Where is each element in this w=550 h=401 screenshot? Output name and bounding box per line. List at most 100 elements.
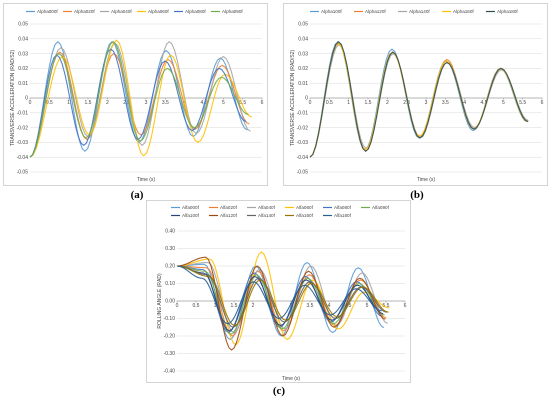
chart-c-svg: 0.40 0.30 0.20 0.10 0.00 -0.10 -0.20 -0.30 -0.40…	[157, 205, 407, 382]
x-tick-label: 1.5	[85, 100, 92, 106]
caption-a: (a)	[130, 189, 144, 201]
x-tick-label: 6	[541, 100, 544, 106]
x-tick-label: 1	[214, 303, 217, 309]
x-tick-label: 4	[328, 303, 331, 309]
y-tick-label: -0.01	[17, 111, 29, 117]
legend-label: Alfa040f	[258, 205, 276, 210]
y-tick-label: 0.10	[165, 281, 175, 287]
x-axis-title: Time (s)	[282, 376, 300, 382]
x-tick-label: 0	[176, 303, 179, 309]
y-axis-title: ROLLING ANGLE (RAD)	[157, 273, 163, 329]
legend-label: Alpha100f	[321, 9, 342, 14]
legend-label: Alfa120f	[220, 213, 238, 218]
legend-label: Alpha140f	[409, 9, 430, 14]
x-tick-label: 5.5	[383, 303, 390, 309]
chart-panel-b: 0.05 0.04 0.03 0.02 0.01 0 -0.01 -0.02 -0.03 -0.0…	[283, 3, 548, 186]
y-axis-title: TRANSVERSE ACCELERATION (RAD/S2)	[10, 50, 16, 147]
series-line-alpha100f	[309, 40, 528, 158]
legend-label: Alpha090f	[222, 9, 243, 14]
y-tick-label: 0	[25, 96, 28, 102]
legend-label: Alpha000f	[37, 9, 58, 14]
legend-label: Alfa180f	[334, 213, 352, 218]
series-line-alpha060f	[29, 39, 253, 158]
legend-label: Alpha040f	[111, 9, 132, 14]
y-tick-label: 0.01	[298, 81, 308, 87]
x-tick-label: 0.5	[326, 100, 333, 106]
y-tick-label: 0.04	[298, 37, 308, 43]
chart-panel-c: 0.40 0.30 0.20 0.10 0.00 -0.10 -0.20 -0.30 -0.40…	[146, 200, 411, 383]
x-tick-label: 1.5	[231, 303, 238, 309]
legend-label: Alpha080f	[185, 9, 206, 14]
y-tick-label: 0.30	[165, 246, 175, 252]
x-tick-label: 6	[261, 100, 264, 106]
x-axis-title: Time (s)	[417, 177, 435, 183]
y-tick-label: 0.02	[18, 66, 28, 72]
legend-label: Alfa140f	[258, 213, 276, 218]
x-tick-label: 3	[425, 100, 428, 106]
caption-b: (b)	[410, 189, 424, 201]
x-tick-label: 3.5	[162, 100, 169, 106]
y-tick-label: 0.05	[18, 22, 28, 28]
series-line-alpha090f	[29, 41, 249, 158]
y-tick-label: -0.20	[164, 334, 176, 340]
x-tick-label: 1	[347, 100, 350, 106]
y-tick-label: 0.00	[165, 299, 175, 305]
x-tick-label: 0	[309, 100, 312, 106]
series-line-alpha140f	[309, 43, 529, 158]
series-line-alfa160f	[176, 265, 389, 327]
x-tick-label: 5	[502, 100, 505, 106]
chart-b-svg: 0.050.040.030.020.010-0.01-0.02-0.03-0.0…	[290, 9, 544, 183]
x-tick-label: 0.5	[193, 303, 200, 309]
legend-label: Alpha120f	[365, 9, 386, 14]
x-tick-label: 3	[145, 100, 148, 106]
series-line-alfa040f	[176, 261, 388, 334]
series-line-alpha180f	[309, 40, 529, 158]
x-tick-label: 4.5	[481, 100, 488, 106]
legend-label: Alfa060f	[296, 205, 314, 210]
y-tick-label: -0.01	[297, 111, 309, 117]
y-tick-label: -0.04	[297, 155, 309, 161]
y-tick-label: -0.40	[164, 369, 176, 375]
series-line-alfa060f	[176, 251, 390, 346]
legend-label: Alfa100f	[182, 213, 200, 218]
y-tick-label: -0.05	[17, 170, 29, 176]
y-tick-label: 0.02	[298, 66, 308, 72]
legend-label: Alpha180f	[497, 9, 518, 14]
x-tick-label: 2	[252, 303, 255, 309]
series-line-alpha120f	[309, 42, 529, 158]
caption-c: (c)	[272, 385, 286, 397]
y-tick-label: 0.20	[165, 264, 175, 270]
x-tick-label: 5	[222, 100, 225, 106]
series-line-alfa180f	[176, 265, 382, 325]
y-tick-label: 0.03	[18, 51, 28, 57]
x-tick-label: 2	[386, 100, 389, 106]
x-tick-label: 2.5	[403, 100, 410, 106]
x-axis-title: Time (s)	[137, 177, 155, 183]
y-tick-label: -0.02	[17, 125, 29, 131]
y-tick-label: -0.03	[297, 140, 309, 146]
chart-a-svg: 0.050.040.030.020.010-0.01-0.02-0.03-0.0…	[10, 9, 264, 183]
x-tick-label: 5.5	[239, 100, 246, 106]
x-tick-label: 2.5	[123, 100, 130, 106]
y-tick-label: -0.02	[297, 125, 309, 131]
y-tick-label: -0.30	[164, 351, 176, 357]
x-tick-label: 4	[463, 100, 466, 106]
legend-label: Alfa080f	[334, 205, 352, 210]
x-tick-label: 1	[67, 100, 70, 106]
y-tick-label: -0.10	[164, 316, 176, 322]
y-tick-label: -0.05	[297, 170, 309, 176]
x-tick-label: 3.5	[442, 100, 449, 106]
y-tick-label: 0.05	[298, 22, 308, 28]
series-line-alpha160f	[309, 42, 528, 158]
legend-label: Alpha060f	[148, 9, 169, 14]
series-line-alfa140f	[176, 265, 388, 328]
x-tick-label: 6	[404, 303, 407, 309]
chart-panel-a: 0.05 0.04 0.03 0.02 0.01 0 -0.01 -0.02 -0.03 -0.0…	[3, 3, 268, 186]
legend-label: Alpha160f	[453, 9, 474, 14]
legend-label: Alfa090f	[372, 205, 390, 210]
y-tick-label: 0.04	[18, 37, 28, 43]
legend-label: Alpha020f	[74, 9, 95, 14]
x-tick-label: 0.5	[46, 100, 53, 106]
x-tick-label: 5	[366, 303, 369, 309]
x-tick-label: 1.5	[365, 100, 372, 106]
